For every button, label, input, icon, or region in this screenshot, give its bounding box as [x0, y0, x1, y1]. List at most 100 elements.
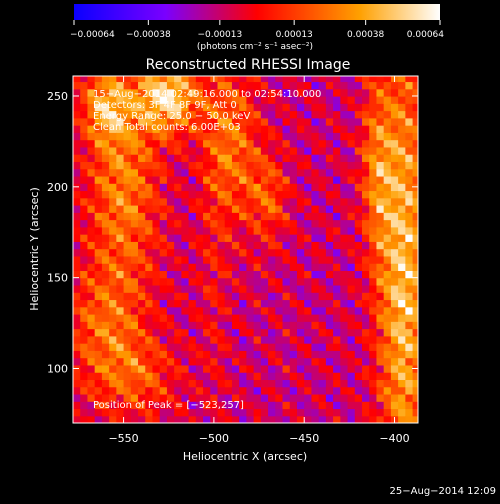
heatmap-cell	[224, 146, 233, 155]
heatmap-cell	[73, 335, 81, 344]
heatmap-cell	[268, 408, 276, 417]
heatmap-cell	[268, 386, 276, 395]
heatmap-cell	[304, 343, 313, 351]
heatmap-cell	[268, 212, 276, 221]
heatmap-cell	[333, 110, 341, 119]
heatmap-cell	[289, 139, 298, 148]
heatmap-cell	[159, 110, 168, 119]
heatmap-cell	[362, 183, 370, 192]
heatmap-cell	[73, 357, 81, 366]
heatmap-cell	[398, 146, 406, 155]
heatmap-cell	[325, 132, 334, 141]
heatmap-cell	[94, 277, 103, 286]
heatmap-cell	[289, 277, 298, 286]
heatmap-cell	[195, 175, 204, 184]
heatmap-cell	[398, 270, 406, 279]
heatmap-cell	[203, 88, 211, 97]
heatmap-cell	[296, 393, 305, 402]
heatmap-cell	[405, 379, 414, 388]
heatmap-cell	[340, 183, 349, 192]
heatmap-cell	[224, 132, 233, 141]
heatmap-cell	[383, 175, 392, 184]
heatmap-cell	[94, 292, 103, 301]
heatmap-cell	[159, 364, 168, 373]
heatmap-cell	[412, 292, 418, 301]
heatmap-cell	[347, 190, 356, 199]
heatmap-cell	[231, 95, 240, 104]
heatmap-cell	[87, 335, 96, 344]
heatmap-cell	[390, 306, 399, 315]
heatmap-cell	[354, 248, 363, 257]
heatmap-cell	[217, 364, 226, 373]
heatmap-cell	[210, 306, 219, 315]
heatmap-cell	[304, 226, 313, 235]
heatmap-cell	[369, 393, 378, 402]
heatmap-cell	[304, 313, 313, 322]
heatmap-cell	[253, 248, 262, 257]
heatmap-cell	[311, 139, 320, 148]
heatmap-cell	[80, 117, 89, 126]
heatmap-cell	[195, 132, 204, 141]
heatmap-cell	[123, 139, 132, 148]
heatmap-cell	[239, 306, 248, 315]
heatmap-cell	[282, 306, 291, 315]
heatmap-cell	[333, 350, 341, 359]
heatmap-cell	[333, 386, 341, 395]
heatmap-cell	[210, 284, 219, 293]
heatmap-cell	[246, 415, 255, 423]
heatmap-cell	[246, 357, 255, 366]
heatmap-cell	[116, 132, 125, 141]
heatmap-cell	[289, 372, 298, 380]
heatmap-cell	[289, 234, 298, 242]
heatmap-cell	[203, 270, 211, 279]
heatmap-cell	[239, 241, 248, 250]
heatmap-cell	[369, 306, 378, 315]
heatmap-cell	[398, 408, 406, 417]
heatmap-cell	[195, 321, 204, 330]
heatmap-cell	[203, 161, 211, 170]
heatmap-cell	[130, 212, 139, 221]
heatmap-cell	[73, 204, 81, 213]
heatmap-cell	[369, 415, 378, 423]
heatmap-cell	[412, 175, 418, 184]
heatmap-cell	[159, 219, 168, 228]
heatmap-cell	[80, 110, 89, 119]
heatmap-cell	[94, 335, 103, 344]
heatmap-cell	[246, 335, 255, 344]
heatmap-cell	[203, 284, 211, 293]
heatmap-cell	[87, 190, 96, 199]
heatmap-cell	[116, 328, 125, 337]
heatmap-cell	[412, 415, 418, 423]
heatmap-cell	[340, 401, 349, 410]
heatmap-cell	[347, 313, 356, 322]
heatmap-cell	[268, 190, 276, 199]
heatmap-cell	[383, 379, 392, 388]
heatmap-cell	[203, 110, 211, 119]
heatmap-cell	[268, 241, 276, 250]
heatmap-cell	[224, 372, 233, 380]
heatmap-cell	[333, 81, 341, 90]
heatmap-cell	[325, 263, 334, 271]
heatmap-cell	[210, 190, 219, 199]
heatmap-cell	[304, 321, 313, 330]
heatmap-cell	[239, 393, 248, 402]
heatmap-cell	[369, 88, 378, 97]
heatmap-cell	[181, 190, 190, 199]
heatmap-cell	[73, 415, 81, 423]
heatmap-cell	[87, 132, 96, 141]
heatmap-cell	[253, 197, 262, 206]
heatmap-cell	[217, 219, 226, 228]
heatmap-cell	[275, 292, 284, 301]
heatmap-cell	[159, 270, 168, 279]
heatmap-cell	[376, 248, 385, 257]
heatmap-cell	[174, 183, 182, 192]
heatmap-cell	[109, 219, 117, 228]
heatmap-cell	[210, 197, 219, 206]
heatmap-cell	[101, 81, 110, 90]
heatmap-cell	[333, 241, 341, 250]
heatmap-cell	[145, 292, 154, 301]
heatmap-cell	[87, 146, 96, 155]
heatmap-cell	[311, 212, 320, 221]
heatmap-cell	[318, 277, 327, 286]
heatmap-cell	[80, 284, 89, 293]
